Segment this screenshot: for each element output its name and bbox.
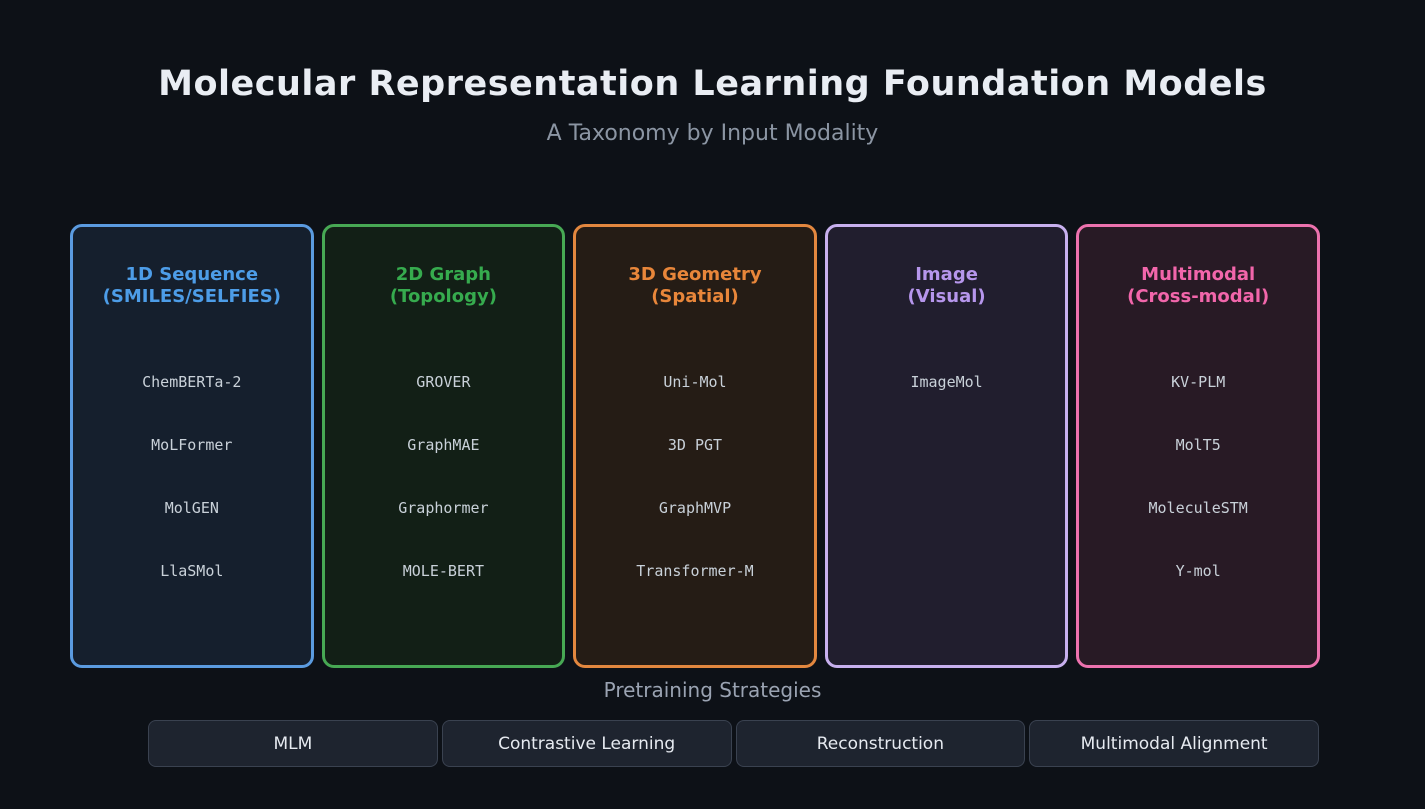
page-subtitle: A Taxonomy by Input Modality (546, 121, 879, 146)
model-item: LlaSMol (160, 562, 224, 580)
model-list: Uni-Mol 3D PGT GraphMVP Transformer-M (576, 372, 814, 582)
strategy-chip-3[interactable]: Multimodal Alignment (1029, 720, 1319, 767)
card-heading: 3D Geometry (Spatial) (576, 264, 814, 308)
model-item: MoleculeSTM (1148, 499, 1248, 517)
card-heading: Image (Visual) (828, 264, 1066, 308)
model-list: ImageMol (828, 372, 1066, 393)
card-heading: 1D Sequence (SMILES/SELFIES) (73, 264, 311, 308)
card-heading-line1: Image (915, 264, 978, 285)
model-item: ChemBERTa-2 (142, 373, 242, 391)
card-heading-line1: Multimodal (1141, 264, 1256, 285)
modality-card-2d-graph: 2D Graph (Topology) GROVER GraphMAE Grapho… (321, 224, 566, 668)
model-item: Uni-Mol (663, 373, 727, 391)
card-heading: Multimodal (Cross-modal) (1079, 264, 1317, 308)
strategy-chip-2[interactable]: Reconstruction (735, 720, 1026, 767)
modality-card-1d-sequence: 1D Sequence (SMILES/SELFIES) ChemBERTa-2… (70, 224, 314, 668)
model-list: GROVER GraphMAE Graphormer MOLE-BERT (325, 372, 563, 582)
model-item: GraphMAE (407, 436, 480, 454)
model-item: MoLFormer (151, 436, 233, 454)
modality-card-multimodal: Multimodal (Cross-modal) KV-PLM MolT5 Mole… (1076, 224, 1320, 668)
modality-card-3d-geometry: 3D Geometry (Spatial) Uni-Mol 3D PGT Graph… (573, 224, 817, 668)
strategies-row: MLM Contrastive Learning Reconstruction Mul… (148, 720, 1319, 767)
card-heading-line2: (Topology) (389, 286, 497, 307)
strategy-chip-0[interactable]: MLM (148, 720, 438, 767)
model-list: KV-PLM MolT5 MoleculeSTM Y-mol (1079, 372, 1317, 582)
model-item: KV-PLM (1171, 373, 1226, 391)
model-item: MolGEN (164, 499, 219, 517)
model-item: GraphMVP (658, 499, 732, 517)
model-item: MOLE-BERT (402, 562, 485, 580)
model-item: Graphormer (398, 499, 489, 517)
card-heading-line2: (Cross-modal) (1127, 286, 1270, 307)
card-heading-line2: (SMILES/SELFIES) (102, 286, 281, 307)
modality-cards: 1D Sequence (SMILES/SELFIES) ChemBERTa-2… (70, 224, 1320, 668)
model-item: GROVER (416, 373, 471, 391)
model-list: ChemBERTa-2 MoLFormer MolGEN LlaSMol (73, 372, 311, 582)
card-heading-line2: (Spatial) (651, 286, 739, 307)
model-item: ImageMol (910, 373, 983, 391)
card-heading-line1: 1D Sequence (125, 264, 259, 285)
pretraining-strategies-label: Pretraining Strategies (603, 678, 822, 702)
model-item: MolT5 (1175, 436, 1221, 454)
model-item: Transformer-M (636, 562, 754, 580)
card-heading-line2: (Visual) (907, 286, 986, 307)
model-item: 3D PGT (667, 436, 723, 454)
model-item: Y-mol (1175, 562, 1221, 580)
card-heading: 2D Graph (Topology) (325, 264, 563, 308)
card-heading-line1: 3D Geometry (628, 264, 762, 285)
page-title: Molecular Representation Learning Founda… (158, 64, 1267, 104)
strategy-chip-1[interactable]: Contrastive Learning (441, 720, 732, 767)
card-heading-line1: 2D Graph (395, 264, 491, 285)
modality-card-image: Image (Visual) ImageMol (824, 224, 1069, 668)
